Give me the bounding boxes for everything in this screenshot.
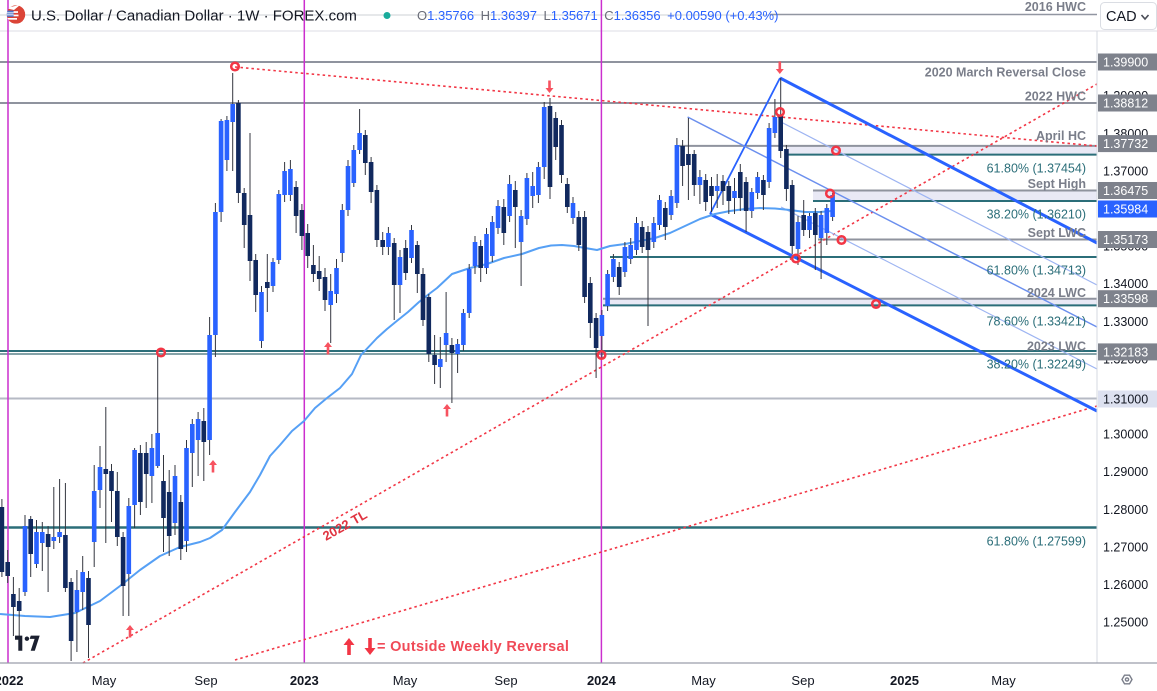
svg-text:Sept LWC: Sept LWC [1028, 226, 1086, 240]
svg-text:2020 March Reversal Close: 2020 March Reversal Close [925, 66, 1086, 80]
svg-text:61.80% (1.34713): 61.80% (1.34713) [987, 264, 1086, 278]
svg-text:May: May [92, 673, 117, 688]
svg-text:1.37732: 1.37732 [1103, 137, 1148, 151]
svg-text:1.30000: 1.30000 [1103, 428, 1148, 442]
svg-text:61.80% (1.27599): 61.80% (1.27599) [987, 535, 1086, 549]
svg-text:2025: 2025 [890, 673, 919, 688]
svg-text:1.27000: 1.27000 [1103, 540, 1148, 554]
svg-text:1.31000: 1.31000 [1103, 393, 1148, 407]
svg-text:61.80% (1.37454): 61.80% (1.37454) [987, 162, 1086, 176]
svg-text:U.S. Dollar / Canadian Dollar: U.S. Dollar / Canadian Dollar · 1W · FOR… [31, 8, 357, 25]
svg-text:April HC: April HC [1036, 129, 1086, 143]
svg-text:2022: 2022 [0, 673, 23, 688]
svg-text:38.20% (1.32249): 38.20% (1.32249) [987, 358, 1086, 372]
svg-text:1.39900: 1.39900 [1103, 56, 1148, 70]
svg-text:2024 LWC: 2024 LWC [1027, 286, 1086, 300]
svg-text:Sep: Sep [194, 673, 217, 688]
svg-text:1.33598: 1.33598 [1103, 292, 1148, 306]
svg-text:2016 HWC: 2016 HWC [1025, 0, 1086, 14]
svg-text:May: May [393, 673, 418, 688]
svg-text:1.35173: 1.35173 [1103, 233, 1148, 247]
svg-text:78.60% (1.33421): 78.60% (1.33421) [987, 315, 1086, 329]
svg-text:1.34000: 1.34000 [1103, 277, 1148, 291]
svg-text:Sep: Sep [494, 673, 517, 688]
svg-text:2023: 2023 [290, 673, 319, 688]
svg-text:1.29000: 1.29000 [1103, 465, 1148, 479]
svg-text:2023 LWC: 2023 LWC [1027, 340, 1086, 354]
svg-text:2022 HWC: 2022 HWC [1025, 90, 1086, 104]
svg-text:May: May [991, 673, 1016, 688]
svg-text:2024: 2024 [587, 673, 617, 688]
svg-text:= Outside Weekly Reversal: = Outside Weekly Reversal [377, 639, 569, 655]
svg-text:1.38812: 1.38812 [1103, 97, 1148, 111]
svg-text:O1.35766 H1.36397 L1.35671 C1.: O1.35766 H1.36397 L1.35671 C1.36356 +0.0… [417, 8, 778, 23]
svg-text:38.20% (1.36210): 38.20% (1.36210) [987, 208, 1086, 222]
svg-text:1.25000: 1.25000 [1103, 616, 1148, 630]
svg-text:Sep: Sep [791, 673, 814, 688]
svg-text:CAD: CAD [1106, 9, 1137, 25]
svg-text:1.37000: 1.37000 [1103, 164, 1148, 178]
svg-text:1.28000: 1.28000 [1103, 503, 1148, 517]
svg-text:1.35984: 1.35984 [1103, 203, 1148, 217]
svg-text:Sept High: Sept High [1028, 177, 1086, 191]
svg-text:May: May [691, 673, 716, 688]
svg-text:1.26000: 1.26000 [1103, 578, 1148, 592]
svg-text:1.32183: 1.32183 [1103, 345, 1148, 359]
svg-text:1.36475: 1.36475 [1103, 184, 1148, 198]
svg-text:1.33000: 1.33000 [1103, 315, 1148, 329]
